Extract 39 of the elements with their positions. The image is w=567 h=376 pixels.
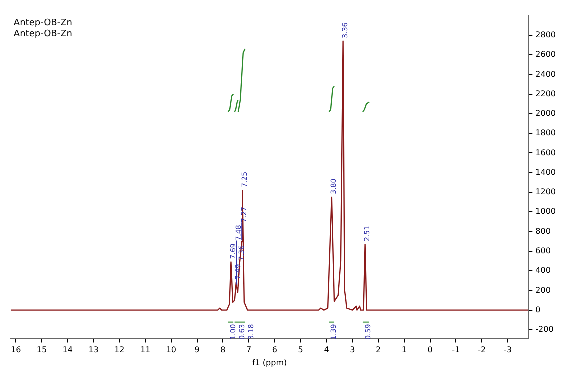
y-tick-label: 1400 bbox=[536, 168, 556, 177]
y-tick-label: 1800 bbox=[536, 128, 556, 138]
y-tick-label: 2400 bbox=[536, 70, 556, 79]
x-tick-label: 9 bbox=[194, 346, 200, 355]
x-tick-label: -3 bbox=[504, 346, 512, 355]
x-tick-label: 5 bbox=[298, 346, 304, 355]
y-tick-label: 1200 bbox=[536, 188, 556, 197]
text: Antep-OB-Zn bbox=[14, 30, 72, 40]
x-tick-label: 14 bbox=[62, 346, 73, 355]
y-tick-label: 1600 bbox=[536, 148, 556, 158]
x-tick-label: 11 bbox=[140, 346, 151, 355]
x-tick-label: 7 bbox=[246, 346, 252, 355]
x-tick-label: 4 bbox=[324, 346, 330, 355]
chart-title: Antep-OB-Zn bbox=[14, 18, 72, 29]
x-tick-label: 10 bbox=[166, 346, 177, 355]
x-tick-label: 3 bbox=[350, 346, 356, 355]
y-tick-label: 600 bbox=[536, 246, 551, 256]
x-tick-label: 6 bbox=[272, 346, 278, 355]
x-tick-label: 0 bbox=[428, 346, 433, 355]
y-tick-label: 1000 bbox=[536, 207, 556, 216]
x-tick-label: 16 bbox=[11, 346, 22, 355]
x-axis-title: f1 (ppm) bbox=[252, 358, 288, 368]
y-tick-label: 2000 bbox=[536, 109, 556, 118]
x-tick-label: 1 bbox=[402, 346, 407, 355]
y-tick-label: 0 bbox=[536, 305, 541, 314]
y-tick-label: 800 bbox=[536, 226, 551, 236]
x-tick-label: 13 bbox=[88, 346, 99, 355]
y-tick-label: 400 bbox=[536, 266, 551, 276]
x-tick-label: 8 bbox=[220, 346, 226, 355]
y-tick-label: 2800 bbox=[536, 30, 556, 40]
x-tick-label: 12 bbox=[114, 346, 125, 355]
x-tick-label: -1 bbox=[452, 346, 460, 355]
y-tick-label: -200 bbox=[536, 325, 554, 334]
x-tick-label: -2 bbox=[478, 346, 486, 355]
x-tick-label: 15 bbox=[36, 346, 48, 355]
y-tick-label: 2600 bbox=[536, 50, 556, 60]
y-tick-label: 200 bbox=[536, 286, 551, 295]
y-tick-label: 2200 bbox=[536, 89, 556, 98]
x-tick-label: 2 bbox=[376, 346, 382, 355]
